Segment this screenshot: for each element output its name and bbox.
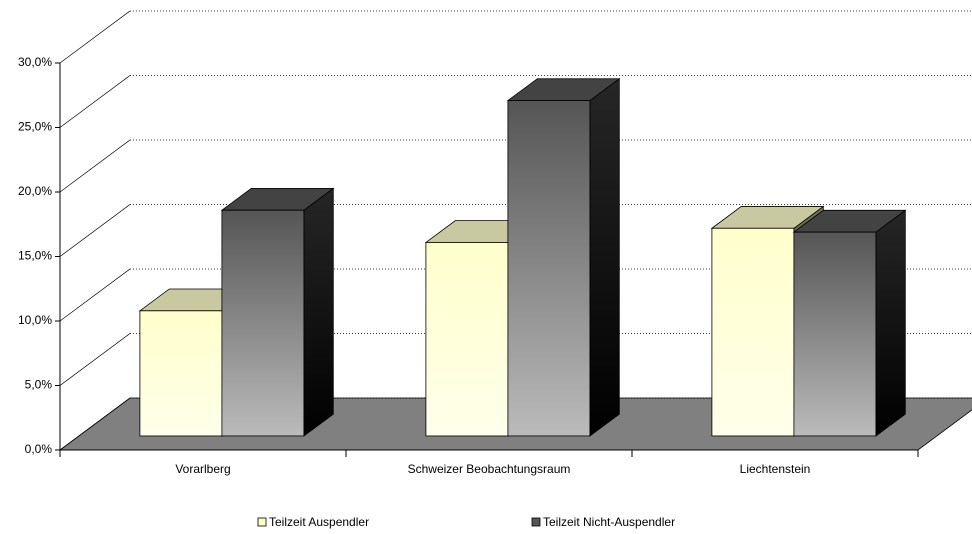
legend-swatch xyxy=(531,517,541,527)
wall-line xyxy=(59,75,131,128)
x-tick-label: Vorarlberg xyxy=(175,462,230,476)
y-tick-label: 10,0% xyxy=(18,313,52,327)
wall-line xyxy=(59,397,131,451)
bar xyxy=(425,242,509,437)
bar xyxy=(139,310,223,437)
bar-side xyxy=(303,187,334,437)
bar-side xyxy=(875,209,906,437)
y-tick-label: 15,0% xyxy=(18,249,52,263)
y-tick-label: 0,0% xyxy=(25,442,53,456)
y-tick-label: 5,0% xyxy=(25,378,53,392)
bar xyxy=(793,231,877,437)
wall-line xyxy=(59,139,131,193)
bar xyxy=(507,100,591,437)
y-tick-label: 25,0% xyxy=(18,120,52,134)
wall-line xyxy=(59,204,131,257)
x-tick-label: Schweizer Beobachtungsraum xyxy=(408,462,571,476)
wall-line xyxy=(59,10,131,64)
bar-side xyxy=(589,77,620,437)
wall-line xyxy=(59,268,131,322)
legend-swatch xyxy=(257,517,267,527)
bar xyxy=(711,227,795,437)
wall-line xyxy=(59,333,131,386)
x-tick-label: Liechtenstein xyxy=(740,462,811,476)
y-tick-label: 30,0% xyxy=(18,55,52,69)
legend-label: Teilzeit Auspendler xyxy=(269,515,369,529)
y-tick-label: 20,0% xyxy=(18,184,52,198)
bar xyxy=(221,209,305,437)
legend-label: Teilzeit Nicht-Auspendler xyxy=(543,515,675,529)
